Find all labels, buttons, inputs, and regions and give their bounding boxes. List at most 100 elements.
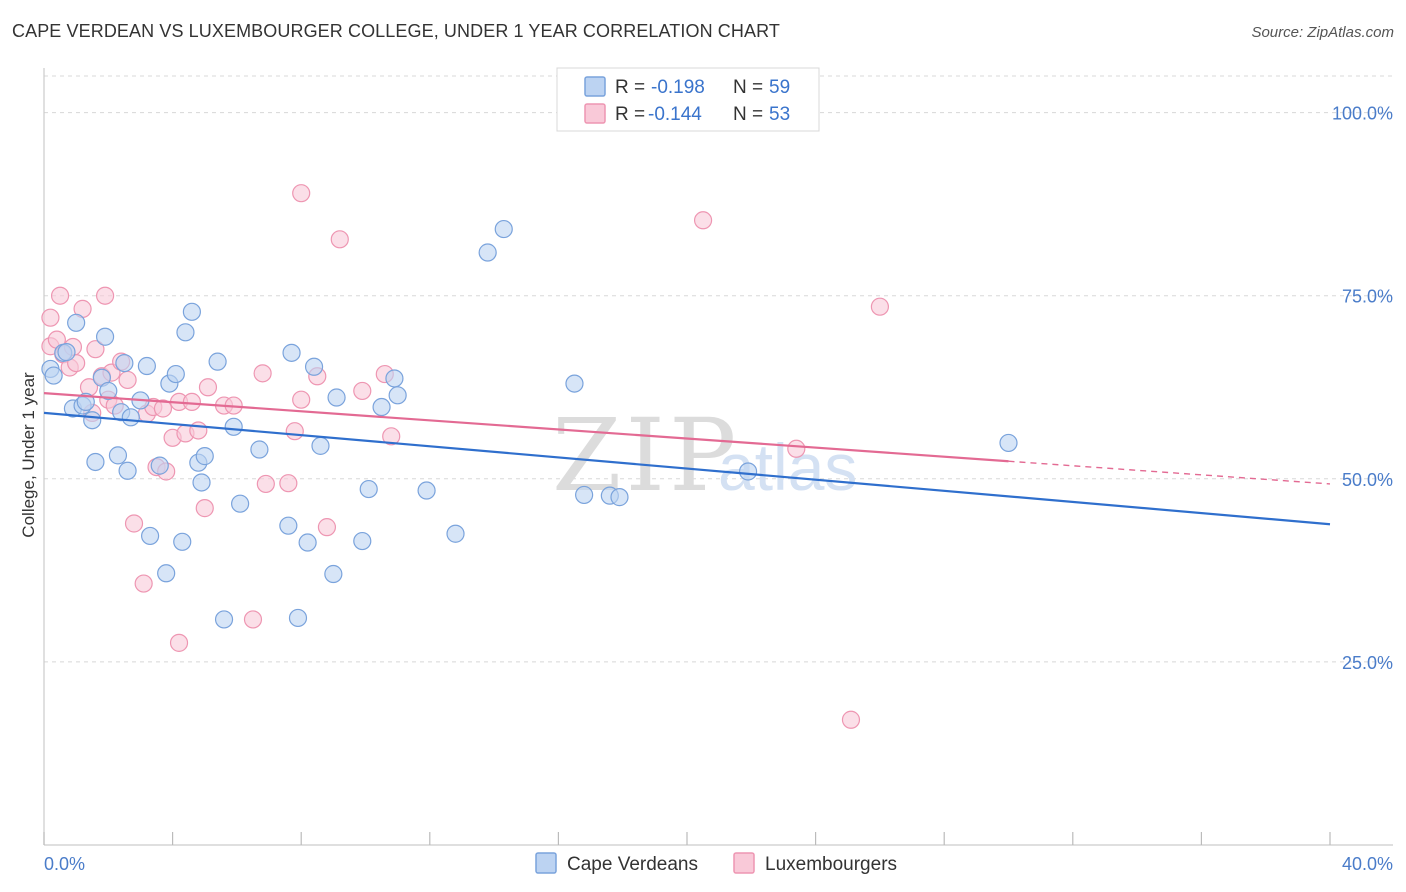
luxembourger-point [189, 421, 208, 440]
source-label: Source: ZipAtlas.com [1251, 24, 1394, 41]
luxembourger-point [292, 390, 311, 409]
cape-verdean-point [157, 564, 176, 583]
cape-verdean-point [417, 481, 436, 500]
luxembourger-point [41, 308, 60, 327]
legend-r-label-2: R = [615, 104, 645, 125]
luxembourger-point [50, 286, 70, 305]
y-tick-label-50: 50.0% [1342, 470, 1393, 490]
series-swatch-cape-verdeans [535, 852, 557, 874]
luxembourgers-trend-extension [1008, 460, 1331, 485]
cape-verdean-point [250, 440, 269, 459]
legend-n-value-1: 59 [769, 77, 790, 98]
cape-verdeans-trend-line [43, 411, 1331, 526]
cape-verdean-point [565, 374, 584, 393]
cape-verdean-point [57, 343, 76, 362]
cape-verdean-point [166, 364, 185, 384]
luxembourger-point [195, 499, 214, 518]
series-label-cape-verdeans: Cape Verdeans [567, 854, 698, 875]
cape-verdean-point [121, 408, 140, 427]
cape-verdean-point [738, 462, 758, 481]
y-axis-label: College, Under 1 year [19, 372, 38, 538]
legend-r-label-1: R = [615, 77, 645, 98]
gridlines [44, 75, 1393, 663]
legend-n-value-2: 53 [769, 104, 790, 125]
cape-verdean-point [494, 219, 513, 239]
luxembourger-point [169, 633, 189, 652]
legend-n-label-1: N = [733, 77, 763, 98]
cape-verdean-point [140, 526, 160, 546]
cape-verdean-point [324, 564, 343, 584]
series-legend: Cape Verdeans Luxembourgers [535, 852, 897, 875]
luxembourger-point [253, 364, 272, 383]
luxembourger-point [198, 378, 218, 397]
cape-verdean-point [353, 531, 372, 551]
x-tick-label-min: 0.0% [44, 854, 85, 874]
cape-verdean-point [279, 516, 298, 535]
cape-verdean-point [137, 356, 156, 376]
luxembourger-point [256, 474, 275, 494]
x-tick-label-max: 40.0% [1342, 854, 1393, 874]
cape-verdean-point [282, 343, 301, 362]
luxembourger-point [787, 439, 806, 458]
luxembourger-point [118, 370, 137, 390]
luxembourger-point [243, 610, 263, 629]
legend-swatch-pink [584, 103, 606, 124]
luxembourger-point [86, 340, 105, 359]
cape-verdean-point [575, 485, 594, 505]
cape-verdean-point [388, 386, 407, 405]
chart-title: CAPE VERDEAN VS LUXEMBOURGER COLLEGE, UN… [12, 21, 780, 41]
cape-verdean-point [195, 447, 214, 466]
cape-verdean-point [192, 473, 211, 492]
cape-verdean-point [108, 446, 128, 465]
cape-verdean-point [118, 461, 137, 480]
legend-swatch-blue [584, 76, 606, 97]
luxembourger-point [292, 184, 311, 203]
luxembourger-point [182, 392, 201, 412]
cape-verdean-point [231, 494, 250, 513]
cape-verdean-point [99, 381, 118, 401]
series-swatch-luxembourgers [733, 852, 755, 874]
cape-verdean-point [311, 436, 330, 455]
cape-verdean-point [610, 488, 629, 507]
luxembourger-point [134, 574, 153, 593]
trend-lines [43, 392, 1331, 526]
axes [43, 68, 1393, 846]
cape-verdean-point [176, 323, 195, 342]
cape-verdean-point [298, 533, 317, 552]
y-tick-labels: 25.0% 50.0% 75.0% 100.0% [1332, 104, 1393, 673]
y-tick-label-25: 25.0% [1342, 653, 1393, 673]
cape-verdean-point [327, 388, 346, 407]
cape-verdean-point [446, 524, 465, 543]
luxembourger-point [95, 286, 115, 305]
series-label-luxembourgers: Luxembourgers [765, 854, 897, 875]
y-tick-label-100: 100.0% [1332, 104, 1393, 124]
cape-verdean-point [76, 392, 95, 412]
luxembourgers-trend-line [43, 392, 1009, 463]
cape-verdean-point [224, 417, 243, 436]
cape-verdean-point [86, 452, 105, 472]
luxembourger-point [279, 474, 298, 493]
luxembourger-point [153, 399, 173, 418]
luxembourger-point [317, 518, 337, 537]
cape-verdean-point [95, 327, 115, 346]
cape-verdean-point [372, 397, 391, 417]
watermark: ZIP atlas [552, 397, 857, 514]
luxembourger-point [693, 211, 713, 230]
cape-verdean-point [359, 479, 378, 499]
cape-verdean-point [44, 366, 63, 385]
luxembourger-point [870, 297, 890, 316]
cape-verdean-point [478, 243, 497, 262]
legend-r-value-2: -0.144 [648, 104, 702, 125]
y-tick-label-75: 75.0% [1342, 287, 1393, 307]
legend-r-value-1: -0.198 [651, 77, 705, 98]
legend-n-label-2: N = [733, 104, 763, 125]
luxembourger-point [285, 422, 304, 441]
correlation-legend: R = -0.198 N = 59 R = -0.144 N = 53 [556, 67, 820, 132]
cape-verdean-point [67, 313, 86, 332]
cape-verdean-point [999, 433, 1018, 453]
luxembourger-point [353, 381, 372, 401]
cape-verdean-point [173, 532, 192, 551]
luxembourger-point [382, 427, 401, 446]
cape-verdean-point [304, 357, 324, 376]
